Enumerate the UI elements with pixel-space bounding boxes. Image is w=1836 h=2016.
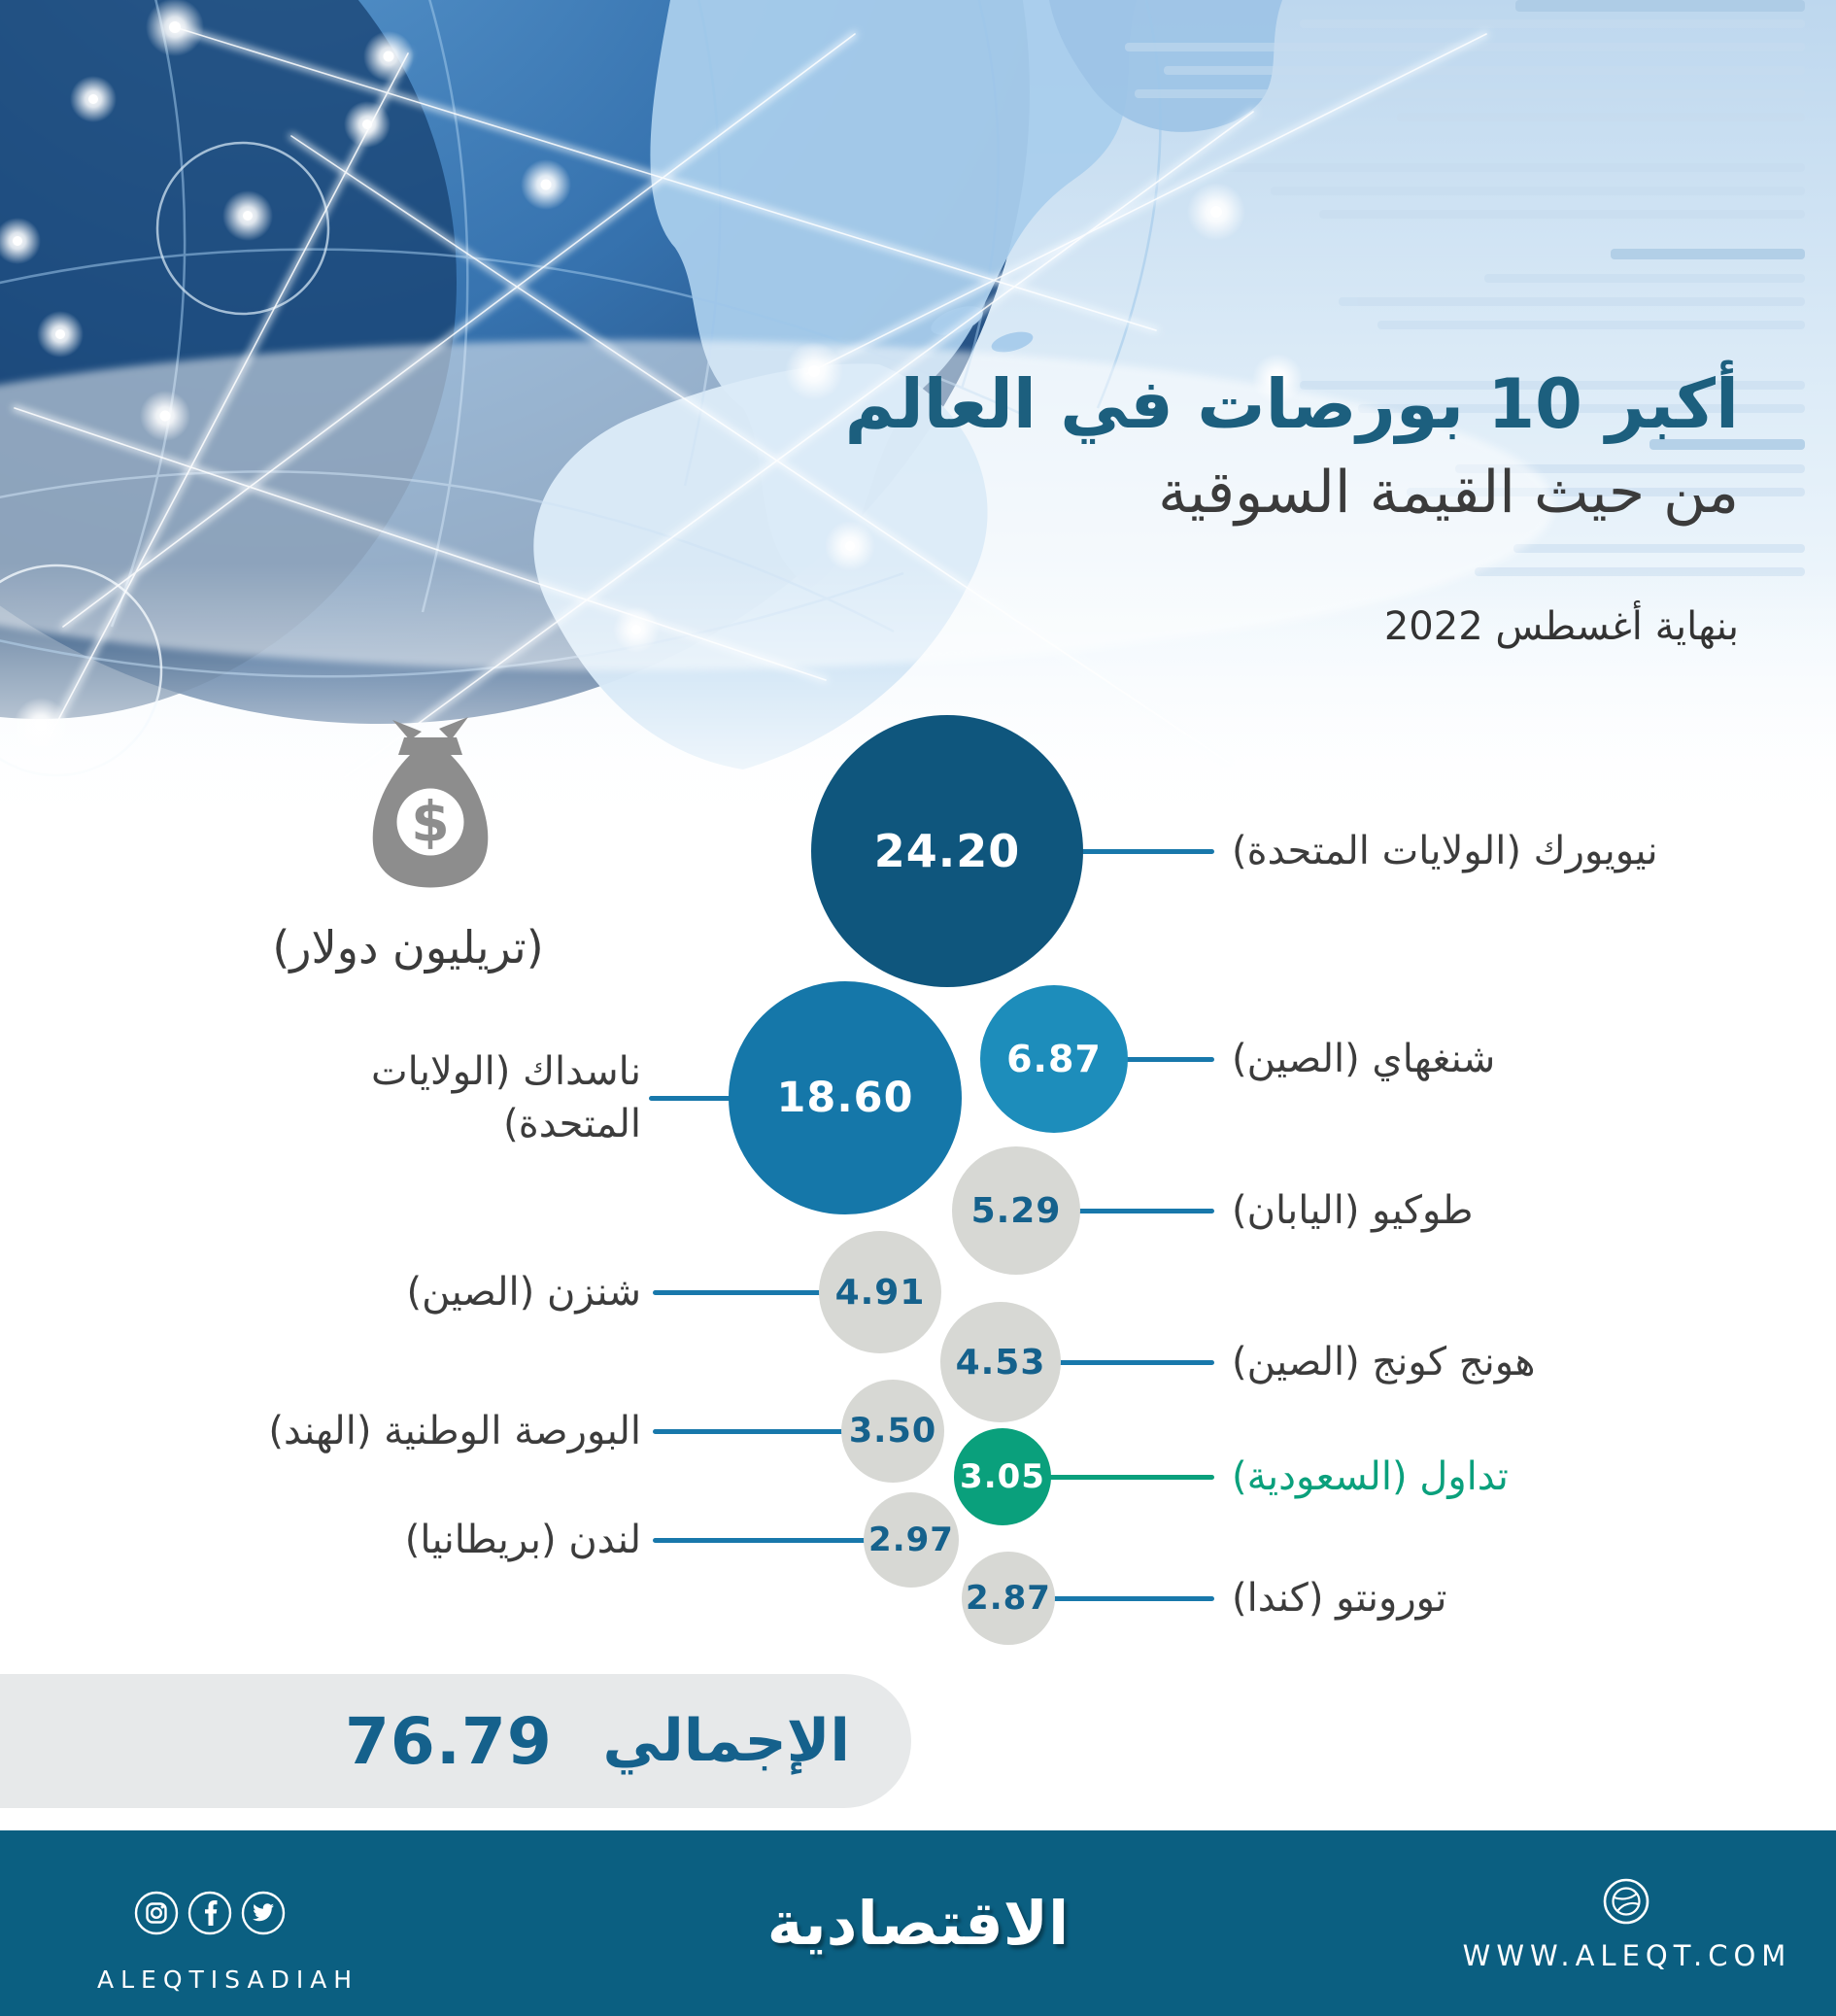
exchange-label: شنغهاي (الصين) [1232, 1037, 1496, 1081]
exchange-label: شنزن (الصين) [406, 1270, 641, 1315]
period-label: بنهاية أغسطس 2022 [1383, 604, 1739, 649]
bubble-connector [653, 1538, 871, 1543]
total-label: الإجمالي [602, 1707, 850, 1775]
exchange-label: نيويورك (الولايات المتحدة) [1232, 829, 1658, 873]
bubble-connector [649, 1096, 736, 1101]
svg-text:$: $ [411, 791, 450, 855]
bubble-connector [1053, 1360, 1214, 1365]
total-value: 76.79 [345, 1703, 553, 1779]
unit-label: (تريليون دولار) [272, 921, 544, 974]
page-subtitle: من حيث القيمة السوقية [1158, 459, 1739, 527]
bubble-connector [1047, 1596, 1214, 1601]
money-bag-icon: $ [372, 717, 489, 888]
globe-network-image [0, 0, 1836, 836]
total-pill: الإجمالي 76.79 [0, 1674, 911, 1808]
aleqtisadiah-logo: الاقتصادية [766, 1888, 1070, 1959]
exchange-bubble: 6.87 [980, 985, 1128, 1133]
exchange-bubble: 3.05 [954, 1428, 1051, 1525]
page-title: أكبر 10 بورصات في العالم [844, 364, 1739, 444]
bubble-connector [1075, 849, 1214, 854]
facebook-icon[interactable] [187, 1891, 232, 1935]
website-url[interactable]: WWW.ALEQT.COM [1462, 1939, 1792, 1972]
exchange-bubble: 4.53 [940, 1302, 1061, 1422]
exchange-bubble: 2.87 [962, 1552, 1055, 1645]
exchange-label: هونج كونج (الصين) [1232, 1340, 1536, 1384]
exchange-bubble: 4.91 [819, 1231, 941, 1353]
exchange-label: لندن (بريطانيا) [404, 1518, 641, 1562]
exchange-bubble: 5.29 [952, 1146, 1080, 1275]
dribbble-icon[interactable] [1602, 1877, 1650, 1926]
twitter-icon[interactable] [241, 1891, 286, 1935]
bubble-connector [1120, 1057, 1214, 1062]
footer-bar [0, 1830, 1836, 2016]
exchange-bubble: 2.97 [864, 1492, 959, 1588]
exchange-label: تداول (السعودية) [1232, 1454, 1509, 1499]
exchange-bubble: 24.20 [811, 715, 1083, 987]
brand-name: ALEQTISADIAH [97, 1965, 359, 1994]
instagram-icon[interactable] [134, 1891, 179, 1935]
bubble-connector [653, 1429, 849, 1434]
bubble-connector [1043, 1475, 1214, 1480]
exchange-bubble: 18.60 [729, 981, 962, 1214]
exchange-bubble: 3.50 [841, 1380, 944, 1483]
exchange-label: طوكيو (اليابان) [1232, 1188, 1474, 1233]
bubble-connector [653, 1290, 827, 1295]
exchange-label: تورونتو (كندا) [1232, 1576, 1447, 1621]
exchange-label: ناسداك (الولايات المتحدة) [371, 1049, 641, 1146]
bubble-connector [1072, 1209, 1214, 1213]
exchange-label: البورصة الوطنية (الهند) [268, 1409, 641, 1453]
social-icons [134, 1891, 286, 1935]
